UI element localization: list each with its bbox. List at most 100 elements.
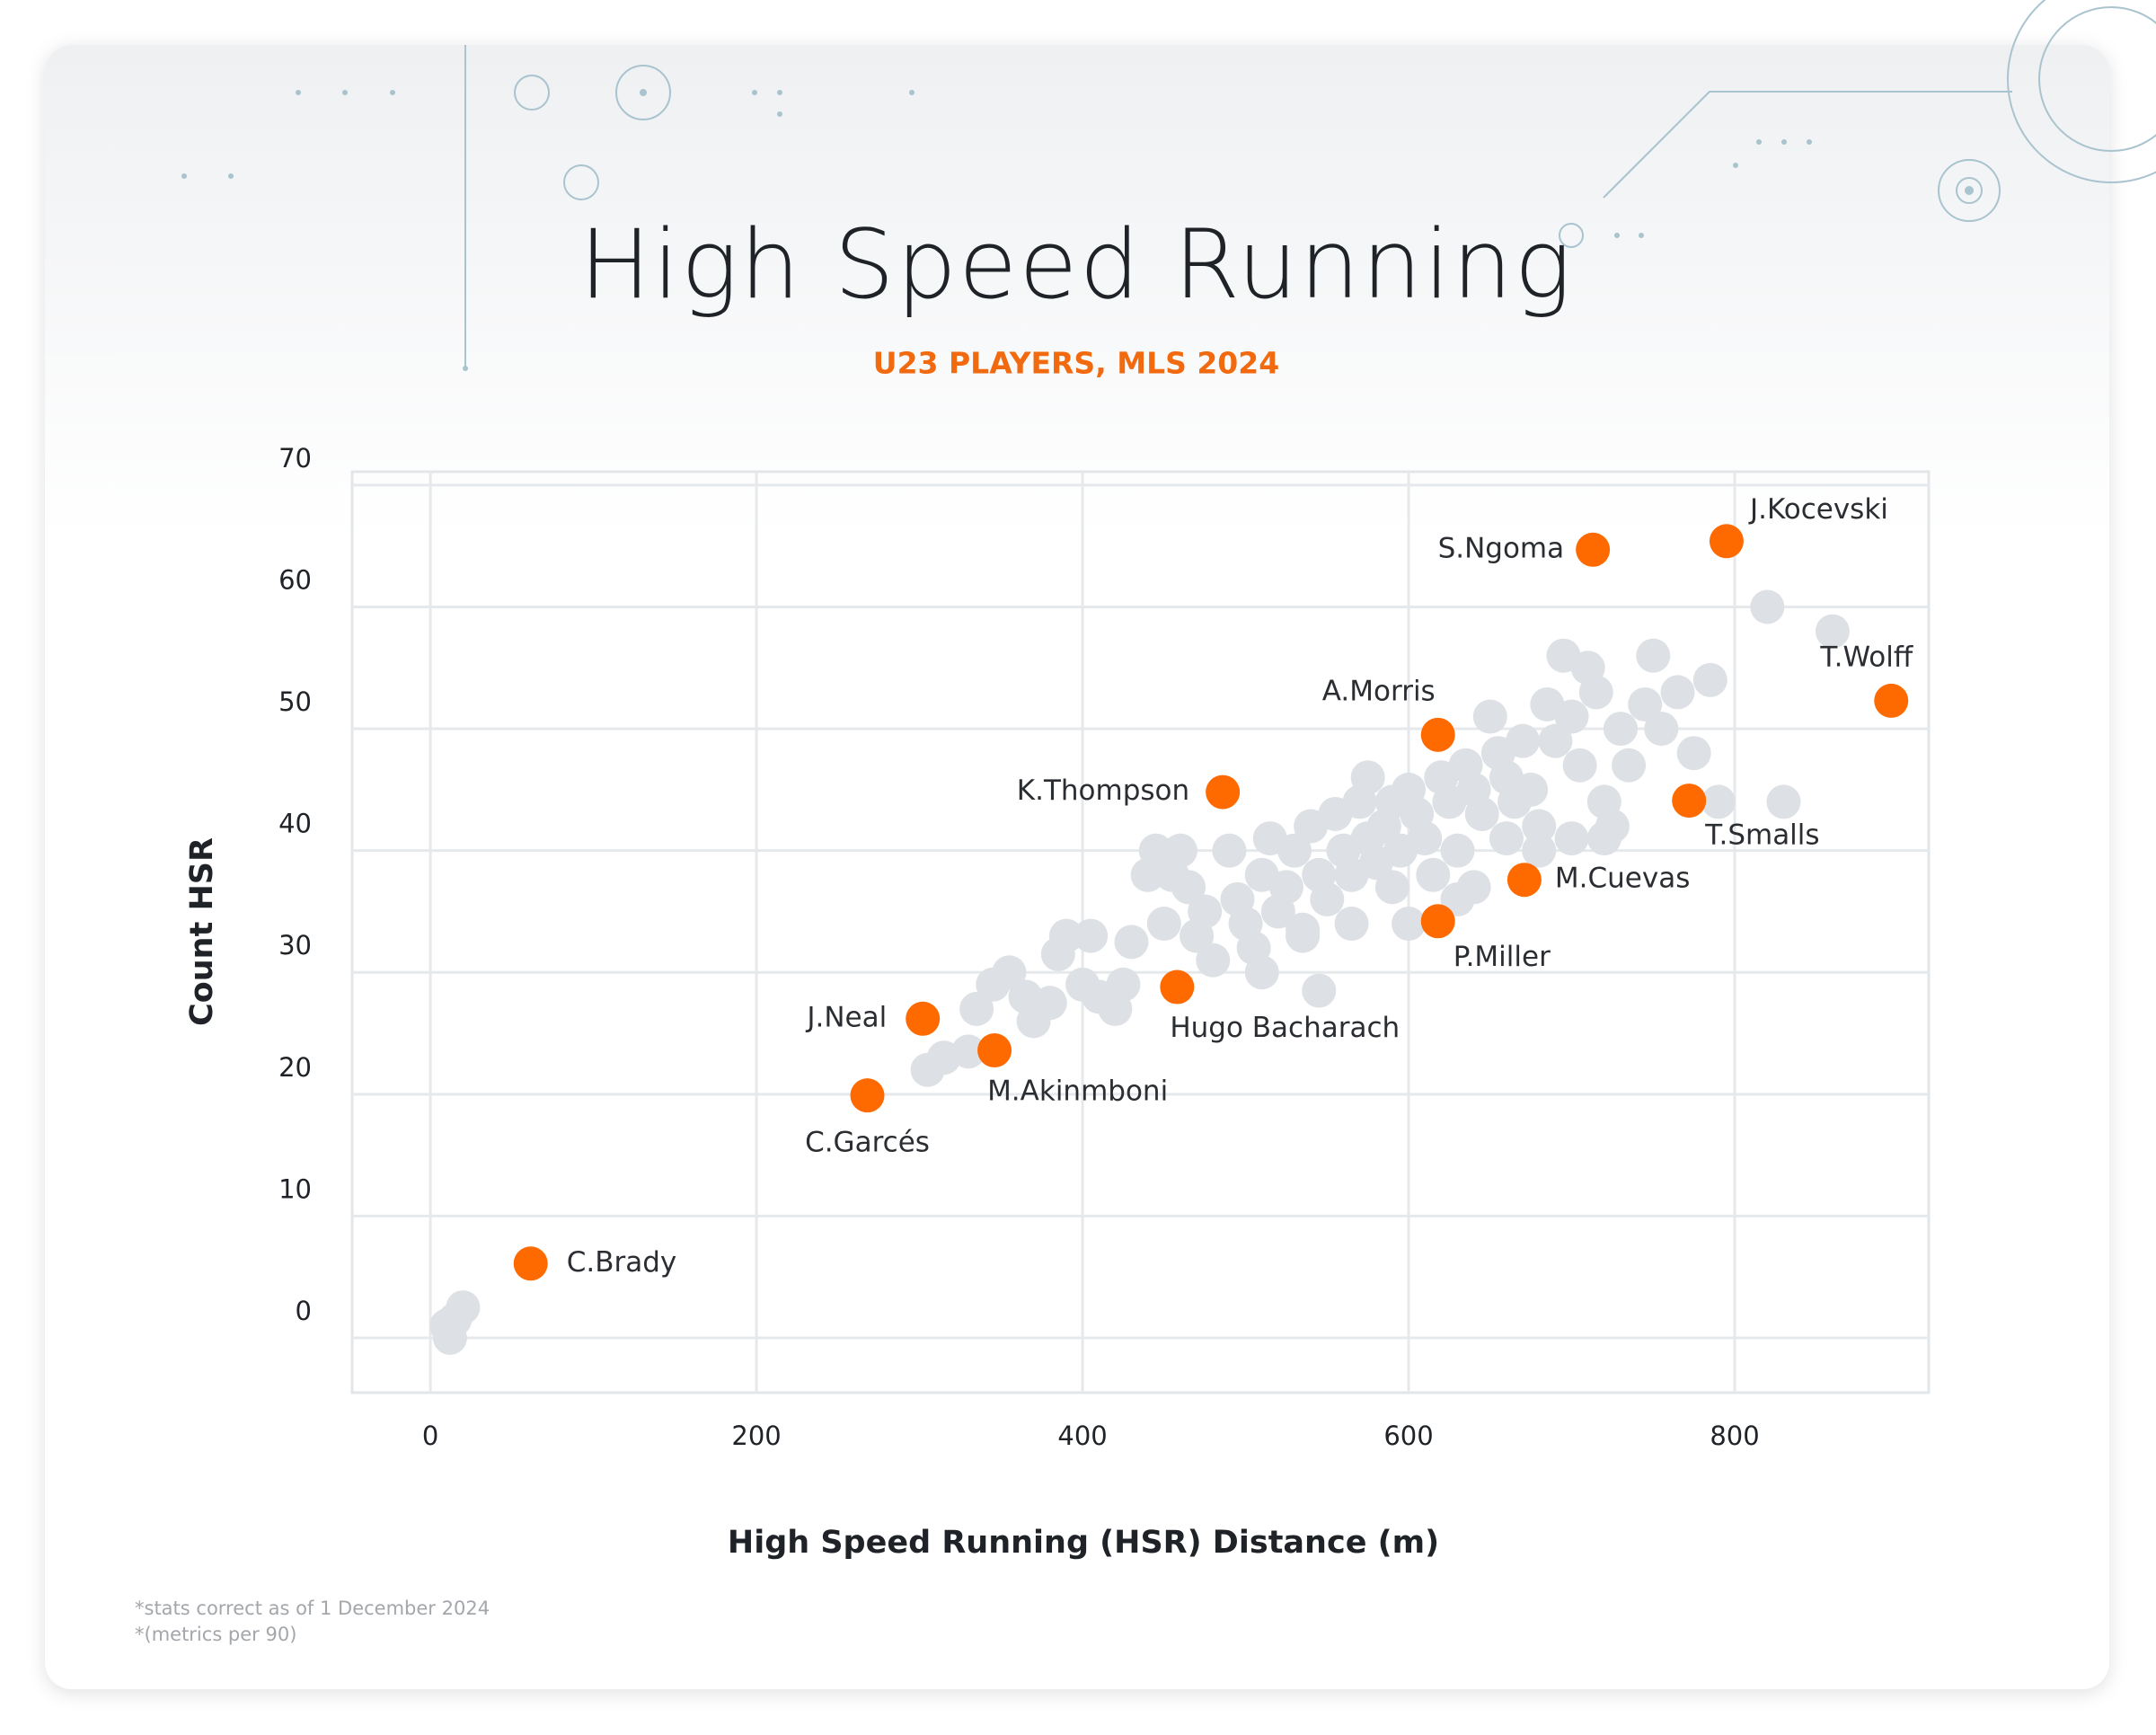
y-tick-label: 10 — [278, 1173, 312, 1204]
footnote: *(metrics per 90) — [135, 1624, 296, 1645]
point — [1440, 881, 1475, 916]
point — [1612, 748, 1647, 783]
point — [1188, 894, 1223, 929]
footnote: *stats correct as of 1 December 2024 — [135, 1598, 490, 1619]
card — [45, 45, 2109, 1689]
decoration-dots — [181, 90, 1812, 371]
y-tick-label: 0 — [296, 1296, 312, 1326]
point — [1138, 833, 1173, 868]
point — [1302, 973, 1337, 1008]
point — [1538, 723, 1573, 758]
point-label: S.Ngoma — [1438, 532, 1565, 564]
x-tick-label: 0 — [422, 1421, 438, 1451]
point — [1171, 870, 1206, 905]
point — [1310, 881, 1345, 916]
point-label: K.Thompson — [1017, 775, 1189, 807]
point — [1672, 783, 1707, 819]
point — [1268, 870, 1303, 905]
x-tick-label: 200 — [731, 1421, 781, 1451]
point — [1522, 809, 1557, 844]
point — [1554, 821, 1589, 856]
point — [437, 1302, 473, 1337]
point — [1146, 907, 1181, 942]
point — [1440, 833, 1475, 868]
point — [1196, 943, 1231, 978]
point-label: M.Akinmboni — [987, 1076, 1168, 1108]
point-label: M.Cuevas — [1555, 863, 1690, 895]
point — [1048, 918, 1083, 953]
point — [1472, 699, 1507, 734]
point — [1554, 699, 1589, 734]
point — [850, 1078, 885, 1113]
point — [1507, 863, 1542, 898]
point — [951, 1034, 986, 1069]
y-tick-label: 40 — [278, 809, 312, 839]
point — [1032, 986, 1067, 1021]
point — [1874, 683, 1909, 718]
point — [1709, 524, 1744, 559]
point — [1420, 717, 1455, 752]
point — [1392, 907, 1427, 942]
point — [1815, 614, 1850, 649]
point-label: C.Garcés — [805, 1127, 930, 1159]
point — [1334, 907, 1369, 942]
point — [1212, 833, 1247, 868]
point-label: C.Brady — [567, 1246, 677, 1279]
point — [1676, 736, 1711, 771]
point — [1586, 821, 1621, 856]
point — [1106, 967, 1141, 1002]
y-tick-label: 60 — [278, 564, 312, 595]
y-tick-label: 70 — [278, 443, 312, 474]
point-label: P.Miller — [1454, 941, 1551, 973]
point-label: J.Kocevski — [1748, 493, 1888, 526]
point — [1636, 638, 1671, 673]
point — [959, 991, 994, 1026]
point — [906, 1001, 941, 1036]
x-axis-label: High Speed Running (HSR) Distance (m) — [728, 1525, 1439, 1561]
y-tick-label: 20 — [278, 1052, 312, 1083]
point — [1766, 784, 1801, 819]
x-tick-label: 800 — [1710, 1421, 1759, 1451]
point — [1644, 712, 1679, 747]
chart-title: High Speed Running — [579, 209, 1573, 320]
point-label: A.Morris — [1322, 675, 1436, 707]
y-tick-label: 50 — [278, 686, 312, 717]
point — [1350, 760, 1385, 795]
point — [1489, 821, 1524, 856]
x-tick-label: 400 — [1057, 1421, 1107, 1451]
point-label: J.Neal — [805, 1001, 887, 1033]
decoration — [464, 0, 2156, 368]
point — [1162, 833, 1197, 868]
point — [1160, 969, 1195, 1005]
point — [1206, 775, 1241, 810]
point — [1522, 833, 1557, 868]
point — [1660, 675, 1695, 710]
point — [1286, 912, 1321, 947]
point — [1750, 589, 1785, 624]
y-tick-label: 30 — [278, 930, 312, 960]
point — [1408, 821, 1443, 856]
point — [1416, 857, 1451, 892]
point — [1506, 723, 1541, 758]
x-tick-label: 600 — [1383, 1421, 1433, 1451]
point — [1244, 955, 1279, 990]
point-label: Hugo Bacharach — [1170, 1012, 1400, 1044]
point — [1420, 904, 1455, 939]
point — [1277, 833, 1312, 868]
point — [1576, 532, 1611, 567]
point — [1464, 796, 1499, 831]
point — [1114, 925, 1149, 960]
point — [1562, 748, 1597, 783]
point — [1374, 870, 1409, 905]
point — [1701, 784, 1736, 819]
point — [1628, 686, 1663, 721]
point — [992, 955, 1027, 990]
point-label: T.Smalls — [1704, 819, 1819, 852]
point — [1514, 772, 1549, 807]
point — [513, 1246, 548, 1281]
point — [1578, 675, 1613, 710]
point — [977, 1033, 1012, 1068]
chart-subtitle: U23 PLAYERS, MLS 2024 — [873, 346, 1279, 381]
y-axis-label: Count HSR — [184, 837, 220, 1026]
